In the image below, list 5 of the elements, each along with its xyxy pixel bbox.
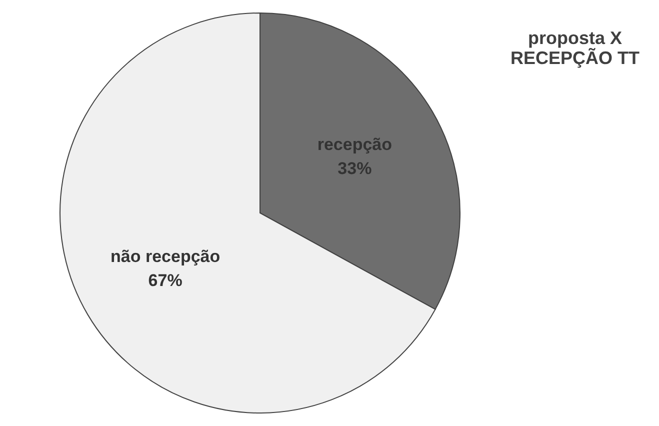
slice-label: não recepção <box>110 246 220 266</box>
text: proposta X RECEPÇÃO TT <box>510 28 640 68</box>
data-label: 33% <box>338 159 372 178</box>
slice-label: recepção <box>317 135 392 154</box>
data-label: 67% <box>148 270 182 290</box>
